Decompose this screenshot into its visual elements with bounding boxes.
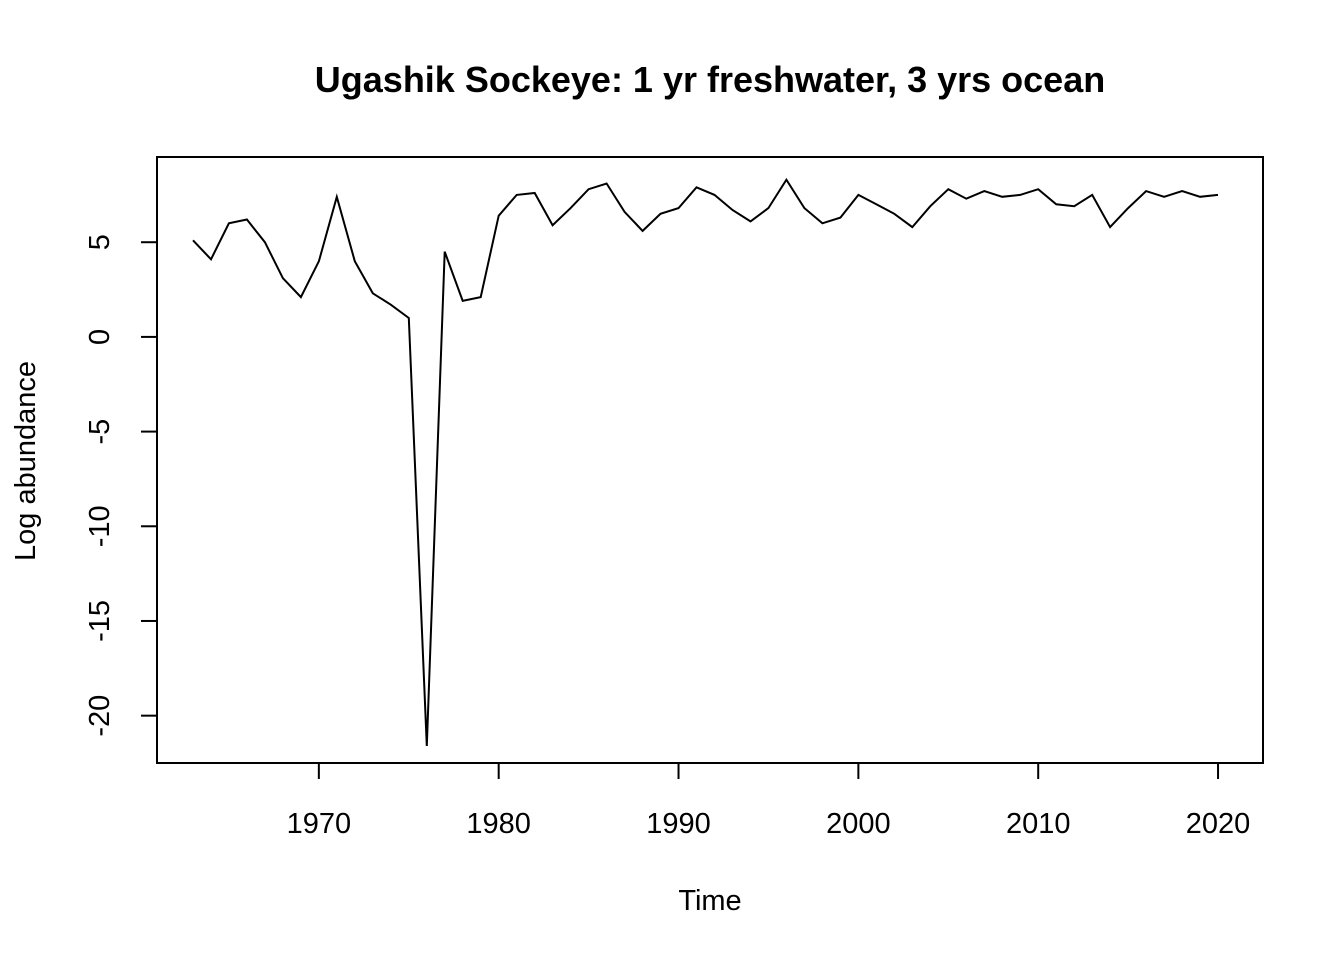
x-tick-label: 2010 bbox=[1006, 808, 1071, 840]
x-axis-label: Time bbox=[678, 885, 741, 917]
chart-title: Ugashik Sockeye: 1 yr freshwater, 3 yrs … bbox=[315, 59, 1105, 100]
y-tick-label: 0 bbox=[84, 329, 116, 345]
x-tick-label: 1980 bbox=[466, 808, 531, 840]
y-tick-label: -15 bbox=[84, 600, 116, 642]
series-line bbox=[192, 177, 1219, 747]
x-tick-label: 2020 bbox=[1186, 808, 1251, 840]
x-tick-label: 1970 bbox=[287, 808, 352, 840]
x-tick-label: 1990 bbox=[646, 808, 711, 840]
y-tick-label: -5 bbox=[84, 419, 116, 445]
y-axis: -20 -15 -10 -5 0 5 bbox=[84, 234, 158, 737]
x-tick-label: 2000 bbox=[826, 808, 891, 840]
y-tick-label: 5 bbox=[84, 234, 116, 250]
y-tick-label: -10 bbox=[84, 505, 116, 547]
x-axis: 1970 1980 1990 2000 2010 2020 bbox=[287, 762, 1251, 840]
y-axis-label: Log abundance bbox=[10, 361, 42, 561]
y-tick-label: -20 bbox=[84, 695, 116, 737]
